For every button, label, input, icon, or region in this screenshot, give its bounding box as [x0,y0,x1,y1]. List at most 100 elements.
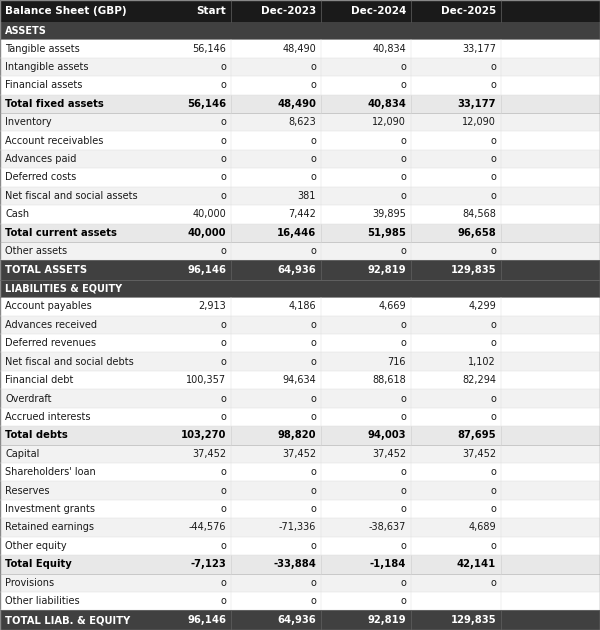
Bar [0,58,600,76]
Text: Start: Start [196,6,226,16]
Text: o: o [490,578,496,588]
Text: o: o [310,357,316,367]
Bar [0,518,600,537]
Text: o: o [310,486,316,496]
Text: 33,177: 33,177 [462,43,496,54]
Text: Other liabilities: Other liabilities [5,596,80,606]
Text: o: o [400,412,406,422]
Text: 12,090: 12,090 [372,117,406,127]
Text: Tangible assets: Tangible assets [5,43,80,54]
Text: LIABILITIES & EQUITY: LIABILITIES & EQUITY [5,284,122,294]
Text: o: o [490,191,496,201]
Text: 39,895: 39,895 [372,209,406,219]
Text: o: o [310,338,316,348]
Text: -44,576: -44,576 [188,522,226,532]
Bar [0,224,600,242]
Text: 40,000: 40,000 [192,209,226,219]
Text: Shareholders' loan: Shareholders' loan [5,467,96,477]
Bar [0,205,600,224]
Text: 40,000: 40,000 [187,227,226,238]
Text: 7,442: 7,442 [288,209,316,219]
Text: -38,637: -38,637 [368,522,406,532]
Text: o: o [220,154,226,164]
Text: 37,452: 37,452 [372,449,406,459]
Text: -1,184: -1,184 [370,559,406,570]
Text: Overdraft: Overdraft [5,394,52,403]
Bar [0,481,600,500]
Bar [0,186,600,205]
Text: o: o [490,412,496,422]
Text: o: o [400,394,406,403]
Text: Total fixed assets: Total fixed assets [5,99,104,109]
Text: o: o [220,173,226,183]
Text: 100,357: 100,357 [186,375,226,385]
Text: o: o [220,504,226,514]
Text: o: o [400,467,406,477]
Text: o: o [400,62,406,72]
Bar [0,22,600,39]
Text: 48,490: 48,490 [282,43,316,54]
Text: o: o [310,578,316,588]
Text: 37,452: 37,452 [282,449,316,459]
Text: 4,186: 4,186 [289,301,316,311]
Text: 51,985: 51,985 [367,227,406,238]
Bar [0,371,600,389]
Text: Total debts: Total debts [5,430,68,440]
Text: o: o [220,135,226,146]
Text: o: o [400,504,406,514]
Text: Advances paid: Advances paid [5,154,76,164]
Bar [0,408,600,426]
Text: 56,146: 56,146 [192,43,226,54]
Text: 42,141: 42,141 [457,559,496,570]
Text: 37,452: 37,452 [192,449,226,459]
Text: Dec-2025: Dec-2025 [441,6,496,16]
Text: 1,102: 1,102 [468,357,496,367]
Text: 96,146: 96,146 [187,265,226,275]
Text: o: o [220,357,226,367]
Text: 92,819: 92,819 [367,615,406,625]
Text: -71,336: -71,336 [278,522,316,532]
Text: o: o [220,320,226,330]
Bar [0,537,600,555]
Text: 8,623: 8,623 [288,117,316,127]
Bar [0,334,600,352]
Text: 96,658: 96,658 [457,227,496,238]
Text: TOTAL ASSETS: TOTAL ASSETS [5,265,87,275]
Text: 64,936: 64,936 [277,265,316,275]
Text: Cash: Cash [5,209,29,219]
Text: Account receivables: Account receivables [5,135,103,146]
Text: o: o [220,191,226,201]
Bar [0,555,600,573]
Text: o: o [490,504,496,514]
Text: 48,490: 48,490 [277,99,316,109]
Bar [0,463,600,481]
Text: o: o [310,320,316,330]
Text: 16,446: 16,446 [277,227,316,238]
Text: o: o [310,541,316,551]
Text: o: o [400,486,406,496]
Bar [0,389,600,408]
Text: 4,299: 4,299 [468,301,496,311]
Text: Retained earnings: Retained earnings [5,522,94,532]
Text: Financial assets: Financial assets [5,81,82,90]
Text: Investment grants: Investment grants [5,504,95,514]
Text: Provisions: Provisions [5,578,54,588]
Text: 96,146: 96,146 [187,615,226,625]
Text: Other equity: Other equity [5,541,67,551]
Text: Dec-2023: Dec-2023 [261,6,316,16]
Text: o: o [400,596,406,606]
Text: Inventory: Inventory [5,117,52,127]
Text: o: o [490,320,496,330]
Text: Accrued interests: Accrued interests [5,412,91,422]
Text: o: o [490,338,496,348]
Text: o: o [220,394,226,403]
Text: -33,884: -33,884 [273,559,316,570]
Bar [0,573,600,592]
Text: o: o [490,246,496,256]
Text: o: o [220,541,226,551]
Bar [0,592,600,610]
Text: o: o [400,173,406,183]
Text: o: o [310,596,316,606]
Text: 716: 716 [388,357,406,367]
Text: Net fiscal and social assets: Net fiscal and social assets [5,191,137,201]
